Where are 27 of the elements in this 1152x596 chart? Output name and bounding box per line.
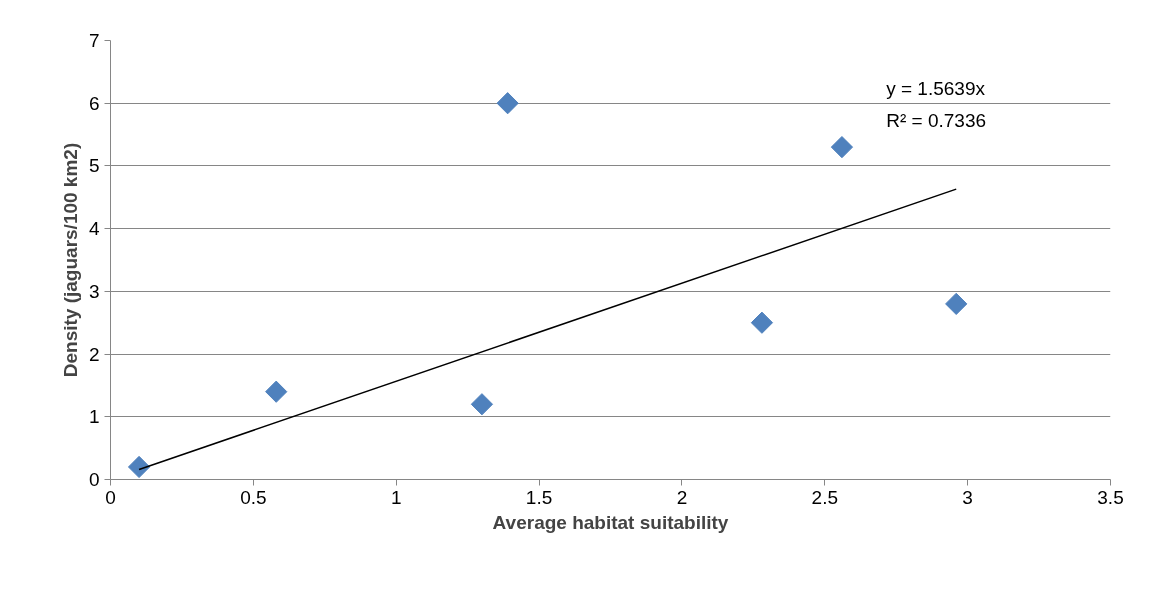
point (830, 136, 854, 159)
x-tick-label: 0 (105, 486, 116, 508)
x-tick-label: 3 (962, 486, 973, 508)
y-tick-label: 5 (88, 155, 100, 177)
y-tick-label: 1 (88, 406, 100, 428)
x-tick-label: 3.5 (1097, 486, 1124, 508)
y-tick-label: 7 (88, 30, 100, 51)
point (127, 455, 151, 479)
x-tick-label: 2 (676, 486, 688, 508)
y-tick-label: 3 (88, 280, 100, 302)
y-tick-label: 6 (88, 92, 100, 114)
y-tick-label: 4 (88, 218, 100, 240)
x-tick-label: 1.5 (525, 486, 553, 508)
x-tick-label: 2.5 (811, 486, 838, 508)
point (496, 92, 519, 115)
x-tick-label: 1 (390, 486, 402, 508)
point (470, 393, 494, 416)
y-axis-title: Density (jaguars/100 km2) (59, 142, 81, 378)
point (945, 292, 968, 316)
annotation: R² = 0.7336 (886, 110, 987, 132)
annotation: y = 1.5639x (886, 78, 986, 100)
x-axis-title: Average habitat suitability (492, 511, 729, 533)
point (750, 311, 774, 334)
point (265, 380, 288, 403)
y-tick-label: 2 (88, 343, 100, 365)
y-tick-label: 0 (88, 469, 100, 490)
x-tick-label: 0.5 (240, 486, 267, 508)
